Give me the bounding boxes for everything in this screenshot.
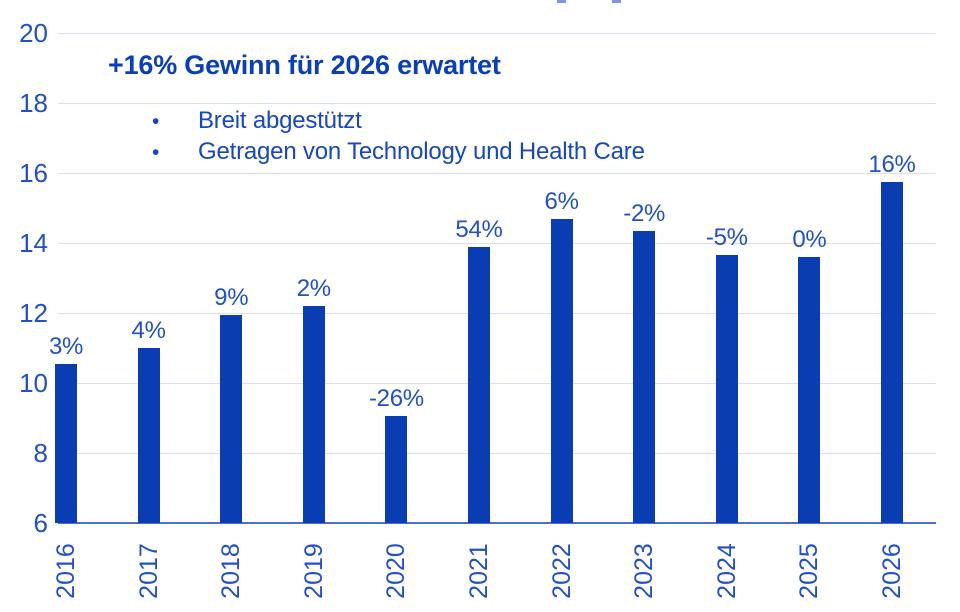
gridline [58,33,936,34]
bar-value-label: 4% [131,317,166,344]
bar-2026 [881,181,903,523]
bar-value-label: 2% [296,275,331,302]
x-axis-label: 2024 [712,543,741,599]
bullet-item: • Getragen von Technology und Health Car… [152,138,645,169]
gridline [58,243,936,244]
bar-value-label: 16% [868,150,916,178]
bullet-icon: • [152,141,160,164]
x-axis-label: 2019 [299,543,328,599]
bar-value-label: 54% [455,215,503,243]
gridline [58,103,936,104]
y-axis-tick-label: 6 [33,508,48,538]
bar-2020 [385,416,408,523]
x-axis-label: 2026 [878,543,906,599]
bullet-text: Getragen von Technology und Health Care [198,138,645,165]
x-axis-label: 2018 [217,543,246,599]
bar-value-label: 3% [48,332,84,360]
gridline [58,173,936,174]
bullet-item: • Breit abgestützt [152,107,645,138]
bar-2021 [468,246,490,523]
annotation-bullet-list: • Breit abgestützt • Getragen von Techno… [152,107,645,169]
y-axis-tick-label: 14 [19,228,48,258]
y-axis-tick-label: 16 [19,158,48,188]
y-axis-tick-label: 10 [19,368,48,398]
y-axis-tick-label: 8 [33,438,48,468]
annotation-block: +16% Gewinn für 2026 erwartet • Breit ab… [108,50,645,169]
annotation-heading: +16% Gewinn für 2026 erwartet [108,50,501,80]
x-axis-label: 2022 [547,543,576,599]
x-axis-line [58,522,936,524]
gridline [58,453,936,454]
bar-2019 [302,306,325,523]
bar-2023 [633,230,656,523]
bar-value-label: 6% [544,187,579,215]
x-axis-label: 2025 [795,543,824,599]
y-axis-tick-label: 20 [19,18,48,48]
bar-2016 [55,363,77,523]
bar-value-label: 0% [792,226,827,253]
bar-value-label: -2% [623,199,666,227]
x-axis-label: 2021 [465,543,493,599]
gridline [58,383,936,384]
x-axis-label: 2017 [134,543,163,599]
cropped-title-fragment [612,0,621,3]
gridline [58,313,936,314]
bar-2018 [220,314,243,523]
bar-2025 [798,257,821,523]
y-axis-tick-label: 12 [19,298,48,328]
x-axis-label: 2016 [52,543,80,599]
bar-value-label: -5% [705,224,748,252]
cropped-title-fragment [557,0,566,3]
x-axis-label: 2023 [630,543,659,599]
bar-2024 [715,255,738,523]
x-axis-label: 2020 [382,543,411,599]
y-axis-tick-label: 18 [19,88,48,118]
bullet-text: Breit abgestützt [198,107,362,134]
bar-value-label: 9% [214,283,249,311]
bar-2022 [550,218,573,523]
bar-2017 [137,348,160,523]
bar-value-label: -26% [368,385,424,413]
bullet-icon: • [152,110,160,133]
